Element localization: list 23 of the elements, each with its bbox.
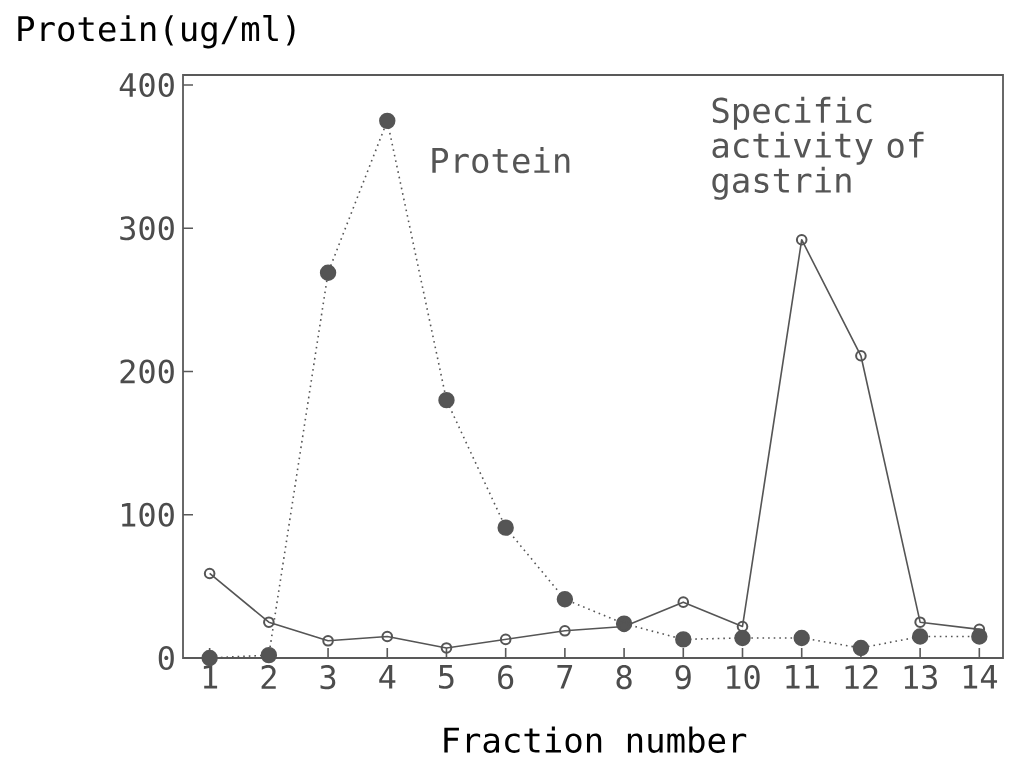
y-tick-label: 300 bbox=[120, 216, 174, 241]
y-tick-label: 100 bbox=[122, 502, 174, 527]
y-tick-label: 0 bbox=[158, 645, 174, 671]
x-tick-label: 14 bbox=[963, 665, 998, 689]
y-axis-title: Protein(ug/ml) bbox=[18, 15, 295, 49]
x-tick-label: 7 bbox=[557, 665, 573, 689]
x-tick-label: 8 bbox=[616, 665, 632, 690]
x-tick-label: 4 bbox=[379, 665, 396, 689]
text: Specific activity of gastrin bbox=[712, 96, 924, 200]
x-tick-label: 1 bbox=[203, 665, 218, 689]
x-tick-label: 11 bbox=[786, 665, 819, 689]
x-tick-label: 6 bbox=[498, 665, 514, 690]
series-label: Protein bbox=[432, 147, 570, 174]
x-axis-title: Fraction number bbox=[444, 726, 747, 753]
x-tick-label: 12 bbox=[845, 665, 878, 689]
x-tick-label: 13 bbox=[904, 665, 937, 690]
y-tick-label: 200 bbox=[120, 359, 174, 384]
y-tick-label: 400 bbox=[119, 72, 174, 98]
x-tick-label: 10 bbox=[727, 665, 760, 690]
x-tick-label: 2 bbox=[261, 665, 276, 689]
x-tick-label: 3 bbox=[320, 665, 336, 690]
x-tick-label: 9 bbox=[675, 665, 691, 690]
x-tick-label: 5 bbox=[439, 665, 454, 689]
